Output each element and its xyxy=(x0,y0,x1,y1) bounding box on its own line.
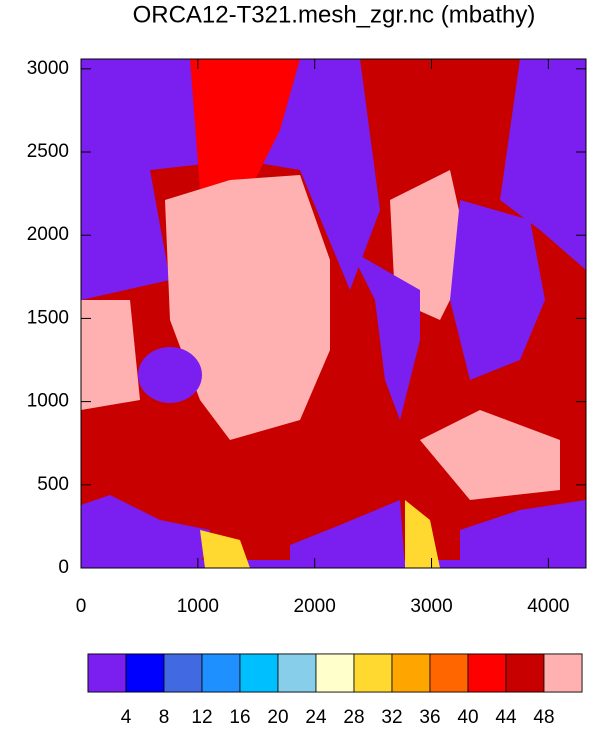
colorbar-label: 48 xyxy=(533,707,554,728)
colorbar-box xyxy=(87,653,127,693)
ocean xyxy=(190,59,300,190)
y-tick-label: 500 xyxy=(37,474,69,495)
colorbar-box xyxy=(353,653,393,693)
x-tick-label: 4000 xyxy=(527,596,569,617)
y-tick-label: 0 xyxy=(58,557,69,578)
colorbar-label: 32 xyxy=(381,707,402,728)
land xyxy=(350,250,420,420)
shelf xyxy=(405,500,440,568)
y-tick-label: 2500 xyxy=(27,141,69,162)
colorbar-label: 44 xyxy=(495,707,517,728)
colorbar-label: 28 xyxy=(343,707,364,728)
colorbar-label: 24 xyxy=(305,707,327,728)
colorbar-label: 36 xyxy=(419,707,440,728)
x-tick-label: 0 xyxy=(76,596,87,617)
colorbar-box xyxy=(467,653,507,693)
plot-frame xyxy=(80,58,587,569)
colorbar-label: 16 xyxy=(229,707,250,728)
y-tick-label: 2000 xyxy=(27,224,69,245)
colorbar-label: 12 xyxy=(191,707,212,728)
x-tick-label: 1000 xyxy=(177,596,219,617)
x-tick-label: 2000 xyxy=(294,596,336,617)
land xyxy=(290,500,405,568)
colorbar-label: 40 xyxy=(457,707,478,728)
colorbar-box xyxy=(429,653,469,693)
y-tick-label: 3000 xyxy=(27,58,69,79)
deep-basin xyxy=(390,170,470,320)
land xyxy=(81,495,210,568)
map-raster xyxy=(81,59,586,568)
chart-title: ORCA12-T321.mesh_zgr.nc (mbathy) xyxy=(133,1,536,28)
deep-basin xyxy=(81,300,140,410)
colorbar-box xyxy=(277,653,317,693)
colorbar-box xyxy=(315,653,355,693)
land xyxy=(460,500,586,568)
colorbar-label: 8 xyxy=(159,707,170,728)
y-tick-label: 1500 xyxy=(27,307,69,328)
colorbar-box xyxy=(201,653,241,693)
colorbar-box xyxy=(391,653,431,693)
colorbar-box xyxy=(239,653,279,693)
colorbar-label: 20 xyxy=(267,707,288,728)
y-tick-label: 1000 xyxy=(27,391,69,412)
colorbar-label: 4 xyxy=(121,707,132,728)
colorbar-box xyxy=(125,653,165,693)
shelf xyxy=(200,530,250,568)
deep-basin xyxy=(165,175,330,440)
land xyxy=(138,347,202,403)
colorbar-box xyxy=(505,653,545,693)
colorbar-box xyxy=(543,653,583,693)
deep-basin xyxy=(420,410,560,500)
colorbar-box xyxy=(163,653,203,693)
x-tick-label: 3000 xyxy=(410,596,452,617)
land xyxy=(450,200,545,380)
